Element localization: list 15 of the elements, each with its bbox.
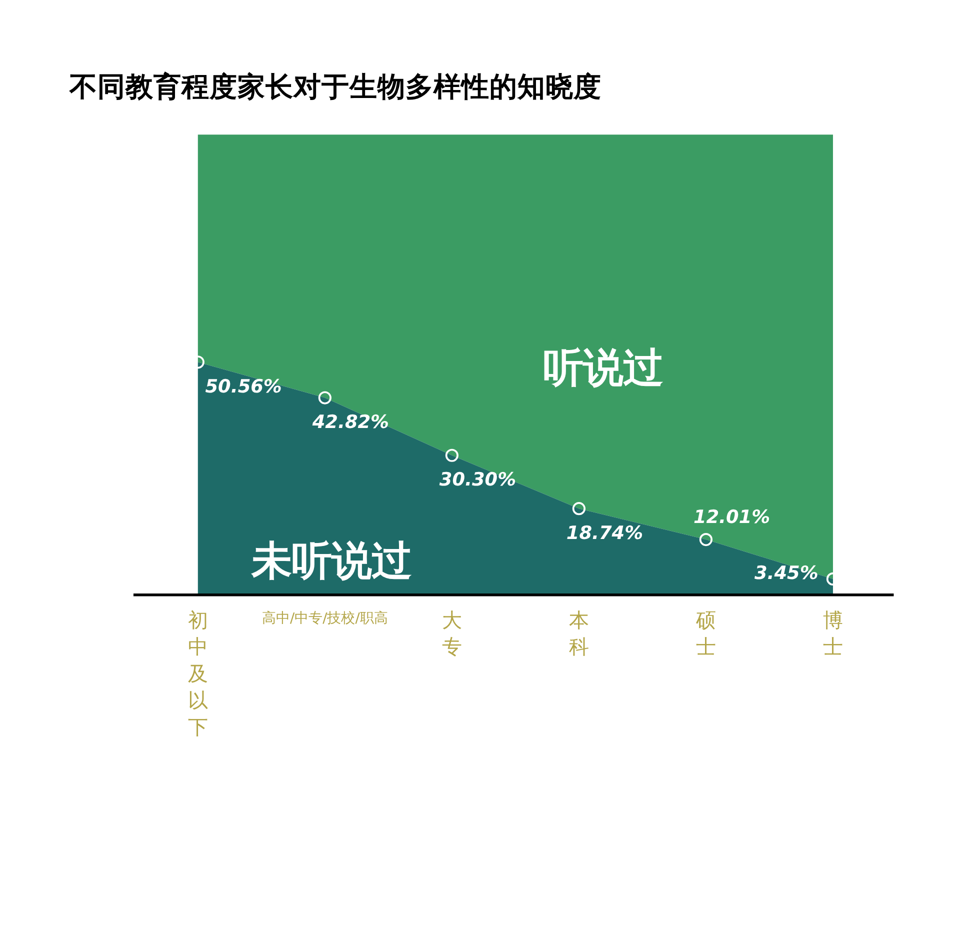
series-label: 听说过 bbox=[542, 343, 663, 392]
data-label: 30.30% bbox=[439, 470, 516, 491]
x-tick-label: 博士 bbox=[822, 608, 843, 659]
chart-title: 不同教育程度家长对于生物多样性的知晓度 bbox=[68, 70, 602, 103]
data-label: 12.01% bbox=[693, 506, 770, 528]
x-tick-label: 本科 bbox=[568, 608, 589, 659]
data-label: 3.45% bbox=[754, 562, 818, 584]
data-label: 18.74% bbox=[566, 522, 644, 544]
data-label: 42.82% bbox=[311, 412, 389, 434]
x-tick-label: 高中/中专/技校/职高 bbox=[262, 610, 388, 626]
x-tick-label: 大专 bbox=[442, 608, 462, 659]
data-label: 50.56% bbox=[205, 376, 282, 398]
x-tick-label: 初中及以下 bbox=[188, 608, 208, 739]
x-tick-label: 硕士 bbox=[694, 608, 716, 659]
series-label: 未听说过 bbox=[250, 536, 412, 585]
